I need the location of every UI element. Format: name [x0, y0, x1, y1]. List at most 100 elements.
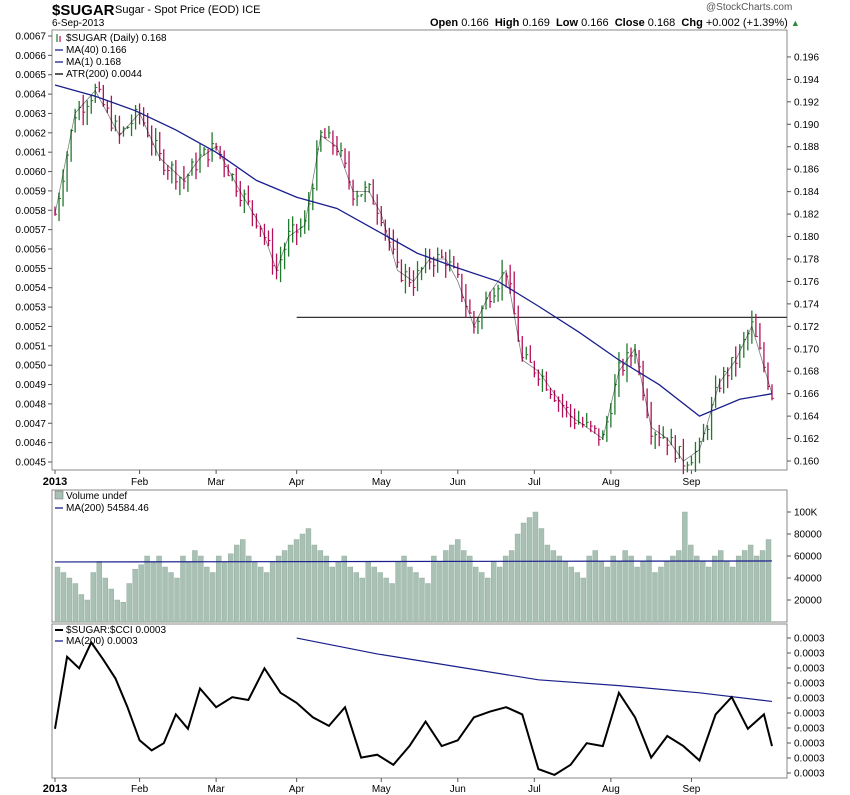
volume-bar [646, 555, 652, 623]
volume-bar [263, 572, 270, 623]
volume-bar [180, 555, 186, 623]
left-tick-label: 0.0047 [15, 419, 46, 430]
volume-bar [120, 602, 126, 623]
volume-bar [658, 566, 664, 623]
volume-bar [395, 561, 401, 623]
left-tick-label: 0.0057 [15, 225, 46, 236]
volume-bar [204, 566, 210, 623]
legend-entry: $SUGAR (Daily) 0.168 [66, 33, 167, 44]
month-label: May [372, 784, 391, 795]
month-label: Apr [289, 784, 305, 795]
volume-bar [759, 550, 766, 623]
right-tick-label: 0.166 [794, 389, 819, 400]
volume-bar [72, 583, 79, 623]
volume-bar [84, 599, 91, 623]
volume-bar [652, 572, 658, 623]
month-label: Mar [208, 784, 226, 795]
volume-bar [126, 583, 132, 623]
legend-entry: MA(200) 0.0003 [66, 636, 138, 647]
left-tick-label: 0.0056 [15, 245, 46, 256]
left-tick-label: 0.0051 [15, 341, 46, 352]
volume-bar [670, 555, 676, 623]
up-arrow-icon: ▲ [790, 18, 800, 28]
right-tick-label: 0.168 [794, 367, 819, 378]
ma40-line [54, 84, 773, 417]
chart-description: Sugar - Spot Price (EOD) ICE [115, 4, 261, 16]
month-label: Apr [289, 477, 305, 488]
volume-bar [383, 577, 389, 623]
volume-bar [257, 566, 264, 623]
legend-entry: MA(1) 0.168 [66, 57, 121, 68]
left-tick-label: 0.0054 [15, 283, 46, 294]
right-tick-label: 0.164 [794, 412, 819, 423]
right-tick-label: 0.190 [794, 120, 819, 131]
volume-bar [586, 555, 592, 623]
volume-bar [216, 555, 222, 623]
open-value: 0.166 [461, 17, 489, 29]
volume-bar [562, 561, 569, 623]
volume-bar [502, 555, 509, 623]
volume-bar [407, 566, 413, 623]
volume-bar [520, 522, 527, 623]
brand-logo-text: @StockCharts.com [706, 2, 793, 13]
volume-bar [365, 561, 371, 623]
volume-bar [634, 566, 640, 623]
volume-tick-label: 100K [794, 508, 818, 519]
volume-bar [102, 577, 108, 623]
left-tick-label: 0.0058 [15, 206, 46, 217]
volume-bar [108, 588, 114, 623]
ratio-tick-label: 0.0003 [794, 739, 825, 750]
volume-bar [622, 550, 628, 623]
volume-bar [604, 566, 610, 623]
volume-bar [526, 517, 533, 623]
volume-bar [78, 594, 85, 623]
volume-tick-label: 80000 [794, 530, 822, 541]
chg-value: +0.002 (+1.39%) [705, 17, 788, 29]
volume-bar [640, 561, 646, 623]
volume-bar [664, 561, 670, 623]
volume-bar [514, 533, 521, 623]
left-tick-label: 0.0060 [15, 167, 46, 178]
month-label: May [372, 477, 391, 488]
ratio-tick-label: 0.0003 [794, 694, 825, 705]
right-tick-label: 0.180 [794, 232, 819, 243]
volume-bar [550, 550, 557, 623]
month-label: Jul [528, 477, 541, 488]
left-tick-label: 0.0049 [15, 380, 46, 391]
left-tick-label: 0.0055 [15, 264, 46, 275]
volume-bar [329, 566, 336, 623]
close-value: 0.168 [647, 17, 676, 29]
volume-bar [323, 555, 330, 623]
volume-bar [724, 561, 730, 623]
volume-bar [461, 550, 467, 623]
volume-bar [765, 539, 772, 623]
volume-bar [467, 555, 473, 623]
low-value: 0.166 [581, 17, 609, 29]
legend-entry: MA(40) 0.166 [66, 45, 127, 56]
volume-bar [574, 572, 581, 623]
volume-bar [371, 566, 377, 623]
volume-bar [245, 555, 252, 623]
volume-bar [222, 561, 228, 623]
volume-bar [437, 561, 443, 623]
month-label: Sep [683, 477, 701, 488]
volume-bar [556, 555, 563, 623]
volume-bar [479, 572, 485, 623]
price-series-line [54, 89, 773, 462]
volume-bar [747, 544, 754, 623]
volume-bar [544, 544, 551, 623]
volume-ma-line [54, 560, 773, 563]
left-tick-label: 0.0061 [15, 148, 46, 159]
volume-bar [485, 577, 491, 623]
volume-bar [198, 555, 204, 623]
right-tick-label: 0.188 [794, 142, 819, 153]
volume-tick-label: 60000 [794, 552, 822, 563]
volume-bar [616, 561, 622, 623]
volume-bar [174, 577, 180, 623]
volume-bar [706, 566, 712, 623]
ratio-tick-label: 0.0003 [794, 634, 825, 645]
right-tick-label: 0.186 [794, 165, 819, 176]
volume-bar [299, 533, 306, 623]
legend-entry: $SUGAR:$CCI 0.0003 [66, 625, 166, 636]
